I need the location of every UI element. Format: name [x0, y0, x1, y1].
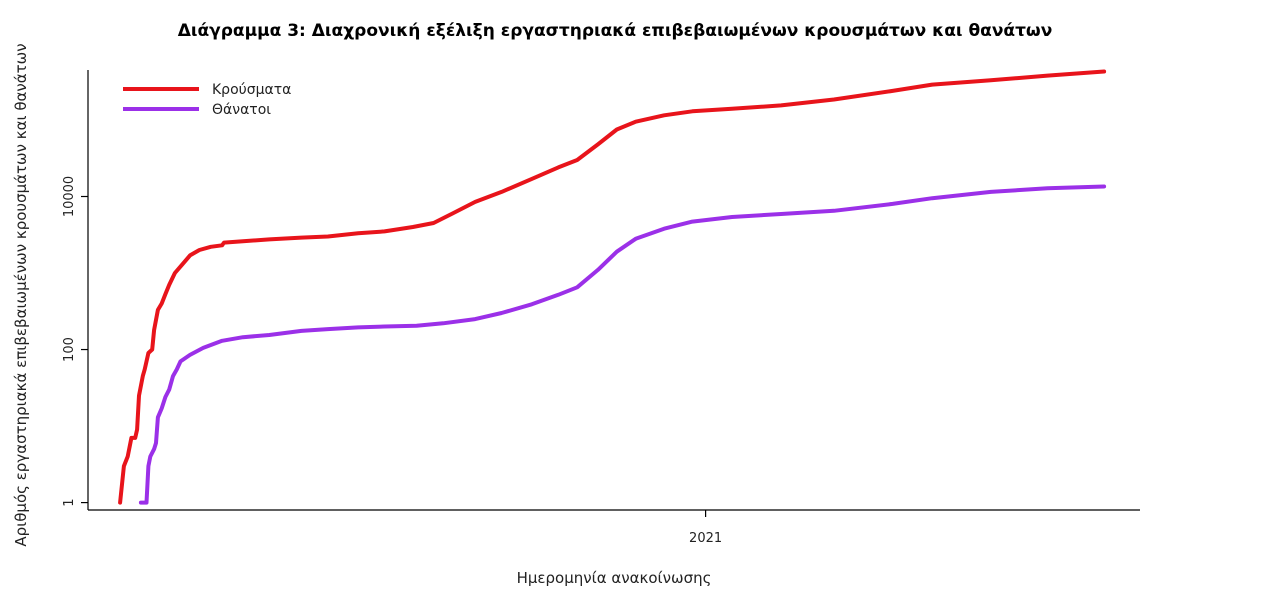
y-tick-label: 100	[62, 337, 77, 362]
legend: Κρούσματα Θάνατοι	[123, 82, 291, 118]
y-axis-label: Αριθμός εργαστηριακά επιβεβαιωμένων κρου…	[12, 43, 30, 546]
y-ticks: 1 100 10000	[62, 176, 88, 507]
x-axis-label: Ημερομηνία ανακοίνωσης	[517, 569, 712, 587]
y-tick-label: 1	[62, 498, 77, 506]
y-tick-label: 10000	[62, 176, 77, 217]
x-tick-label: 2021	[689, 531, 722, 546]
series-line-1	[118, 69, 1107, 505]
chart-title: Διάγραμμα 3: Διαχρονική εξέλιξη εργαστηρ…	[178, 21, 1053, 41]
x-ticks: 2021	[689, 510, 722, 546]
axes	[87, 70, 1140, 511]
legend-label-2: Θάνατοι	[212, 102, 271, 118]
legend-label-1: Κρούσματα	[212, 82, 291, 98]
series-group	[118, 69, 1107, 505]
series-line-2	[138, 184, 1107, 505]
